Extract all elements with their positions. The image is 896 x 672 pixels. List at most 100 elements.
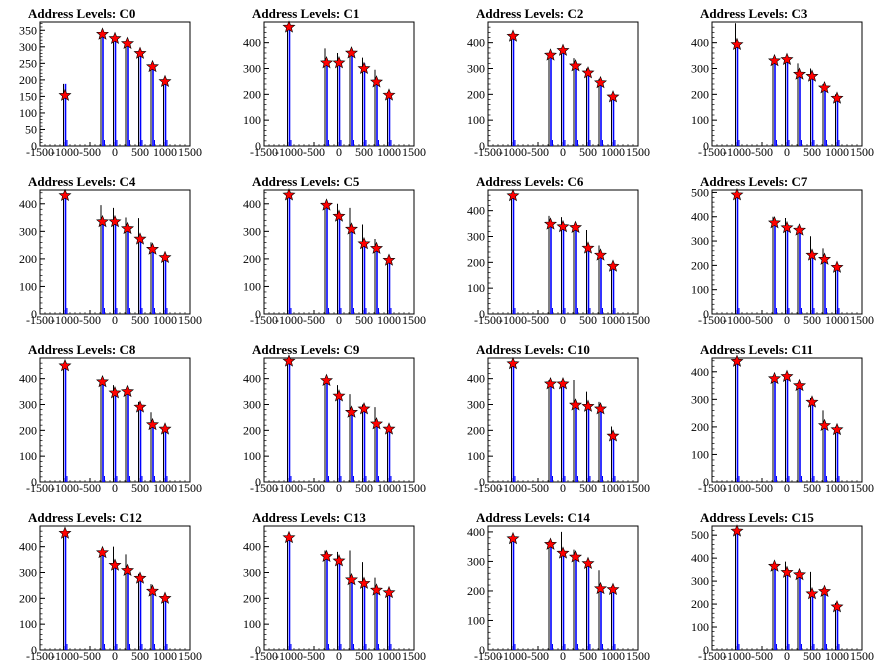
x-tick-label: -1000 [499, 313, 527, 327]
peak-marker [793, 378, 806, 392]
x-tick-label: 500 [579, 145, 597, 159]
peak-marker [780, 565, 794, 578]
panel-title: Address Levels: C0 [28, 6, 135, 21]
x-tick-label: 1500 [850, 481, 874, 495]
panel-title: Address Levels: C2 [476, 6, 583, 21]
peak-marker [606, 582, 620, 595]
peak-marker [544, 48, 557, 61]
peak-marker [320, 373, 333, 386]
x-tick-label: 1000 [825, 313, 849, 327]
x-tick-label: 500 [355, 481, 373, 495]
y-tick-label: 400 [467, 372, 485, 386]
y-tick-label: 200 [243, 423, 261, 437]
peak-marker [320, 56, 333, 69]
x-tick-label: 1000 [377, 649, 401, 663]
peak-marker [768, 371, 781, 385]
y-tick-label: 300 [691, 392, 709, 406]
peak-marker [357, 236, 371, 250]
y-tick-label: 300 [243, 224, 261, 238]
x-tick-label: 1500 [402, 481, 426, 495]
x-tick-label: 1000 [601, 145, 625, 159]
peak-marker [96, 374, 109, 388]
y-tick-label: 300 [19, 566, 37, 580]
x-tick-label: 1500 [850, 145, 874, 159]
peak-marker [58, 526, 72, 539]
peak-marker [569, 550, 582, 563]
x-tick-label: 1000 [153, 481, 177, 495]
peak-marker [830, 600, 844, 613]
x-tick-label: 500 [131, 145, 149, 159]
x-tick-label: -500 [303, 145, 325, 159]
y-tick-label: 300 [467, 398, 485, 412]
peak-marker [606, 259, 620, 272]
x-tick-label: -1500 [698, 481, 726, 495]
x-tick-label: 1000 [153, 649, 177, 663]
y-tick-label: 400 [19, 372, 37, 386]
y-tick-label: 200 [243, 591, 261, 605]
y-tick-label: 400 [691, 210, 709, 224]
peak-marker [830, 422, 844, 436]
y-tick-label: 300 [691, 234, 709, 248]
panel-c8: Address Levels: C8 0 100 200 300 400 -1500-100… [19, 342, 202, 495]
y-tick-label: 400 [691, 36, 709, 50]
peak-marker [556, 377, 570, 390]
peak-marker [730, 524, 744, 537]
peak-marker [282, 20, 296, 33]
peak-marker [282, 530, 296, 544]
y-tick-label: 400 [467, 36, 485, 50]
peak-marker [818, 418, 831, 432]
peak-marker [357, 576, 371, 589]
peak-marker [818, 584, 831, 597]
y-tick-label: 200 [691, 597, 709, 611]
y-tick-label: 300 [19, 40, 37, 54]
x-tick-label: -500 [527, 145, 549, 159]
x-tick-label: 1500 [626, 313, 650, 327]
peak-marker [121, 384, 134, 398]
x-tick-label: -500 [303, 649, 325, 663]
x-tick-label: 1000 [153, 313, 177, 327]
peak-marker [594, 581, 607, 595]
peak-marker [345, 222, 358, 235]
x-tick-label: 0 [784, 145, 790, 159]
y-tick-label: 400 [691, 365, 709, 379]
peak-marker [569, 220, 582, 233]
x-tick-label: -1500 [698, 313, 726, 327]
panel-title: Address Levels: C5 [252, 174, 360, 189]
y-tick-label: 100 [691, 113, 709, 127]
y-tick-label: 200 [691, 87, 709, 101]
peak-marker [146, 242, 159, 255]
panel-title: Address Levels: C12 [28, 510, 142, 525]
peak-marker [805, 69, 819, 82]
peak-marker [332, 56, 346, 69]
x-tick-label: 1000 [825, 649, 849, 663]
y-tick-label: 200 [467, 584, 485, 598]
panel-title: Address Levels: C8 [28, 342, 136, 357]
y-tick-label: 200 [243, 87, 261, 101]
panel-title: Address Levels: C1 [252, 6, 359, 21]
peak-marker [146, 584, 159, 597]
y-tick-label: 0 [255, 139, 261, 153]
y-tick-label: 400 [243, 197, 261, 211]
peak-marker [121, 221, 134, 235]
x-tick-label: -1500 [474, 313, 502, 327]
peak-marker [382, 422, 396, 435]
y-tick-label: 300 [467, 62, 485, 76]
panel-title: Address Levels: C13 [252, 510, 366, 525]
y-tick-label: 100 [467, 613, 485, 627]
x-tick-label: 1000 [153, 145, 177, 159]
y-tick-label: 300 [467, 554, 485, 568]
x-tick-label: 0 [560, 481, 566, 495]
y-tick-label: 100 [691, 283, 709, 297]
y-tick-label: 300 [467, 230, 485, 244]
peak-marker [357, 402, 371, 415]
peak-marker [793, 67, 806, 80]
peak-marker [768, 53, 781, 67]
y-tick-label: 400 [467, 204, 485, 218]
x-tick-label: 1000 [377, 145, 401, 159]
peak-marker [506, 29, 520, 42]
peak-marker [606, 90, 620, 103]
x-tick-label: -500 [79, 481, 101, 495]
y-tick-label: 50 [25, 122, 37, 136]
x-tick-label: 1500 [178, 145, 202, 159]
y-tick-label: 100 [19, 279, 37, 293]
